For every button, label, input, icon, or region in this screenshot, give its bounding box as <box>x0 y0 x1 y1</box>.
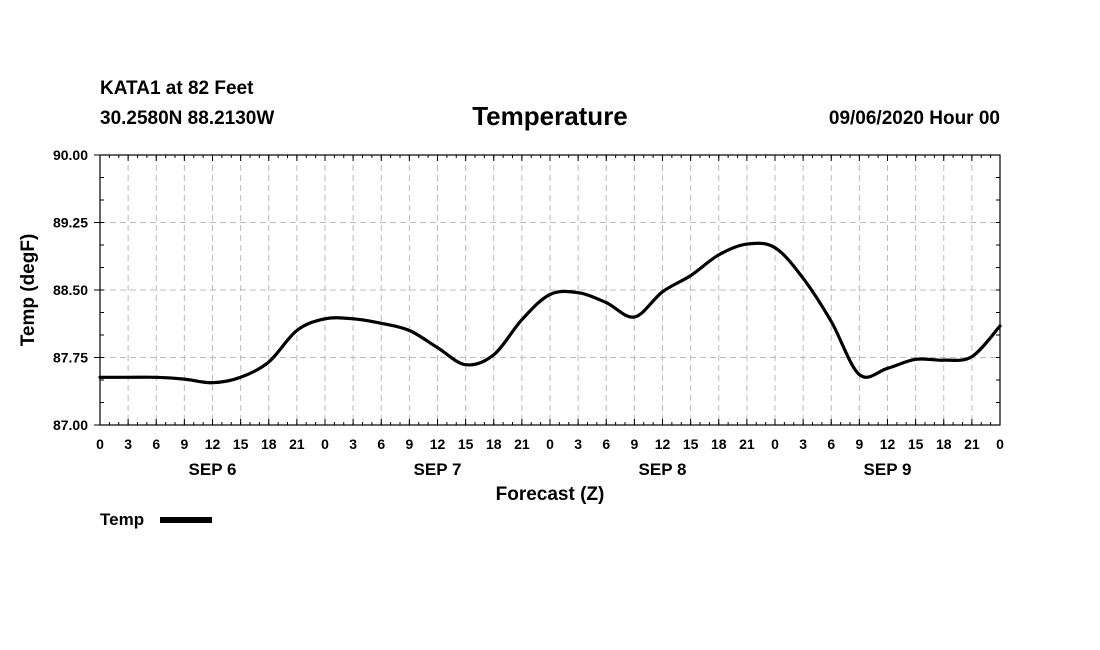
x-tick-label: 9 <box>405 436 413 452</box>
y-tick-label: 87.75 <box>53 350 88 366</box>
x-tick-label: 9 <box>630 436 638 452</box>
x-tick-label: 0 <box>546 436 554 452</box>
x-tick-label: 9 <box>855 436 863 452</box>
series-line-temp <box>98 241 1002 385</box>
grid <box>100 155 1000 425</box>
y-tick-label: 87.00 <box>53 417 88 433</box>
x-tick-label: 6 <box>377 436 385 452</box>
x-tick-label: 18 <box>936 436 952 452</box>
coords-label: 30.2580N 88.2130W <box>100 108 274 129</box>
x-tick-label: 12 <box>430 436 446 452</box>
x-axis-label: Forecast (Z) <box>496 484 605 505</box>
series-layer <box>98 241 1002 385</box>
x-tick-label: 18 <box>486 436 502 452</box>
x-tick-label: 3 <box>574 436 582 452</box>
day-label: SEP 8 <box>639 460 687 479</box>
legend-label-temp: Temp <box>100 510 144 529</box>
chart-title: Temperature <box>472 101 628 131</box>
x-tick-label: 21 <box>739 436 755 452</box>
datetime-label: 09/06/2020 Hour 00 <box>829 108 1000 129</box>
x-tick-label: 21 <box>964 436 980 452</box>
x-tick-label: 15 <box>908 436 924 452</box>
x-tick-label: 12 <box>205 436 221 452</box>
x-tick-label: 12 <box>655 436 671 452</box>
x-tick-label: 3 <box>349 436 357 452</box>
day-label: SEP 9 <box>864 460 912 479</box>
day-label: SEP 6 <box>189 460 237 479</box>
x-tick-label: 18 <box>711 436 727 452</box>
x-tick-label: 0 <box>996 436 1004 452</box>
x-tick-label: 0 <box>771 436 779 452</box>
x-tick-label: 3 <box>799 436 807 452</box>
day-label: SEP 7 <box>414 460 462 479</box>
station-label: KATA1 at 82 Feet <box>100 78 254 99</box>
x-tick-label: 12 <box>880 436 896 452</box>
x-tick-label: 6 <box>827 436 835 452</box>
y-tick-label: 88.50 <box>53 282 88 298</box>
x-tick-label: 3 <box>124 436 132 452</box>
x-tick-label: 9 <box>180 436 188 452</box>
y-axis-label: Temp (degF) <box>18 234 39 347</box>
x-tick-label: 15 <box>683 436 699 452</box>
plot-frame <box>99 154 1001 426</box>
x-tick-label: 0 <box>321 436 329 452</box>
x-tick-label: 0 <box>96 436 104 452</box>
x-tick-label: 21 <box>514 436 530 452</box>
x-tick-label: 15 <box>233 436 249 452</box>
x-tick-label: 6 <box>602 436 610 452</box>
x-tick-label: 21 <box>289 436 305 452</box>
y-tick-label: 90.00 <box>53 147 88 163</box>
y-tick-label: 89.25 <box>53 215 88 231</box>
x-tick-label: 6 <box>152 436 160 452</box>
y-axis: 87.00 87.75 88.50 89.25 90.00 <box>53 147 1000 433</box>
x-tick-label: 18 <box>261 436 277 452</box>
x-tick-label: 15 <box>458 436 474 452</box>
legend: Temp <box>100 510 212 529</box>
